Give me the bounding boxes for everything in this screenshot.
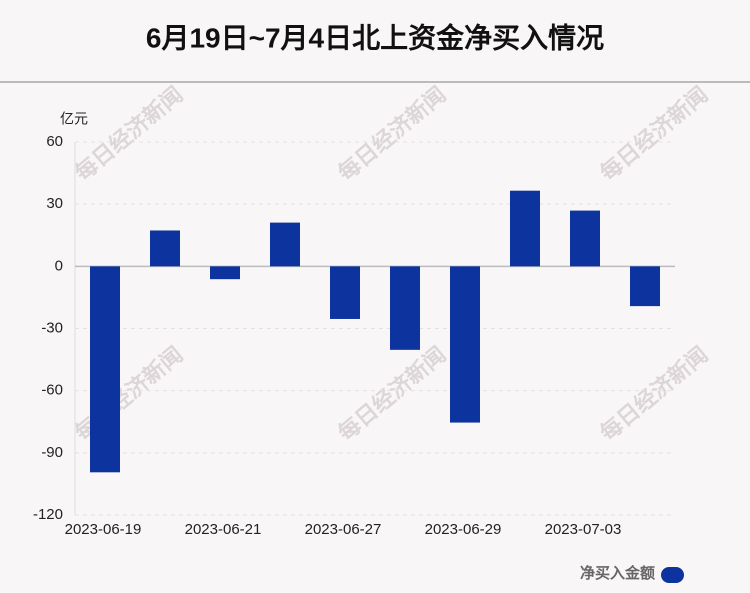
x-tick-label: 2023-06-21: [185, 521, 262, 538]
y-tick-label: -30: [41, 319, 63, 336]
y-tick-label: -120: [33, 506, 63, 523]
bar: [210, 266, 240, 280]
bar: [390, 266, 420, 350]
chart-title: 6月19日~7月4日北上资金净买入情况: [146, 21, 604, 53]
legend-swatch: [661, 567, 684, 583]
y-tick-label: 60: [46, 133, 63, 150]
y-tick-label: -90: [41, 444, 63, 461]
bar: [450, 266, 480, 423]
bar: [630, 266, 660, 307]
y-tick-label: -60: [41, 382, 63, 399]
y-tick-label: 0: [55, 257, 63, 274]
bar: [570, 210, 600, 267]
x-tick-label: 2023-07-03: [545, 521, 622, 538]
bar: [510, 190, 540, 267]
bar: [330, 266, 360, 319]
bar: [90, 266, 120, 473]
x-tick-label: 2023-06-19: [65, 521, 142, 538]
y-axis-unit: 亿元: [60, 111, 88, 127]
legend-label: 净买入金额: [580, 564, 655, 582]
x-tick-label: 2023-06-27: [305, 521, 382, 538]
bar: [150, 230, 180, 267]
x-tick-label: 2023-06-29: [425, 521, 502, 538]
y-tick-label: 30: [46, 195, 63, 212]
bar: [270, 222, 300, 267]
